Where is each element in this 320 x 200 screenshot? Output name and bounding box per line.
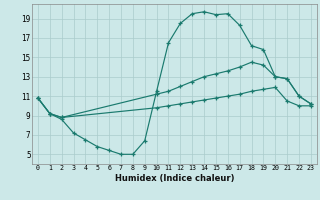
- X-axis label: Humidex (Indice chaleur): Humidex (Indice chaleur): [115, 174, 234, 183]
